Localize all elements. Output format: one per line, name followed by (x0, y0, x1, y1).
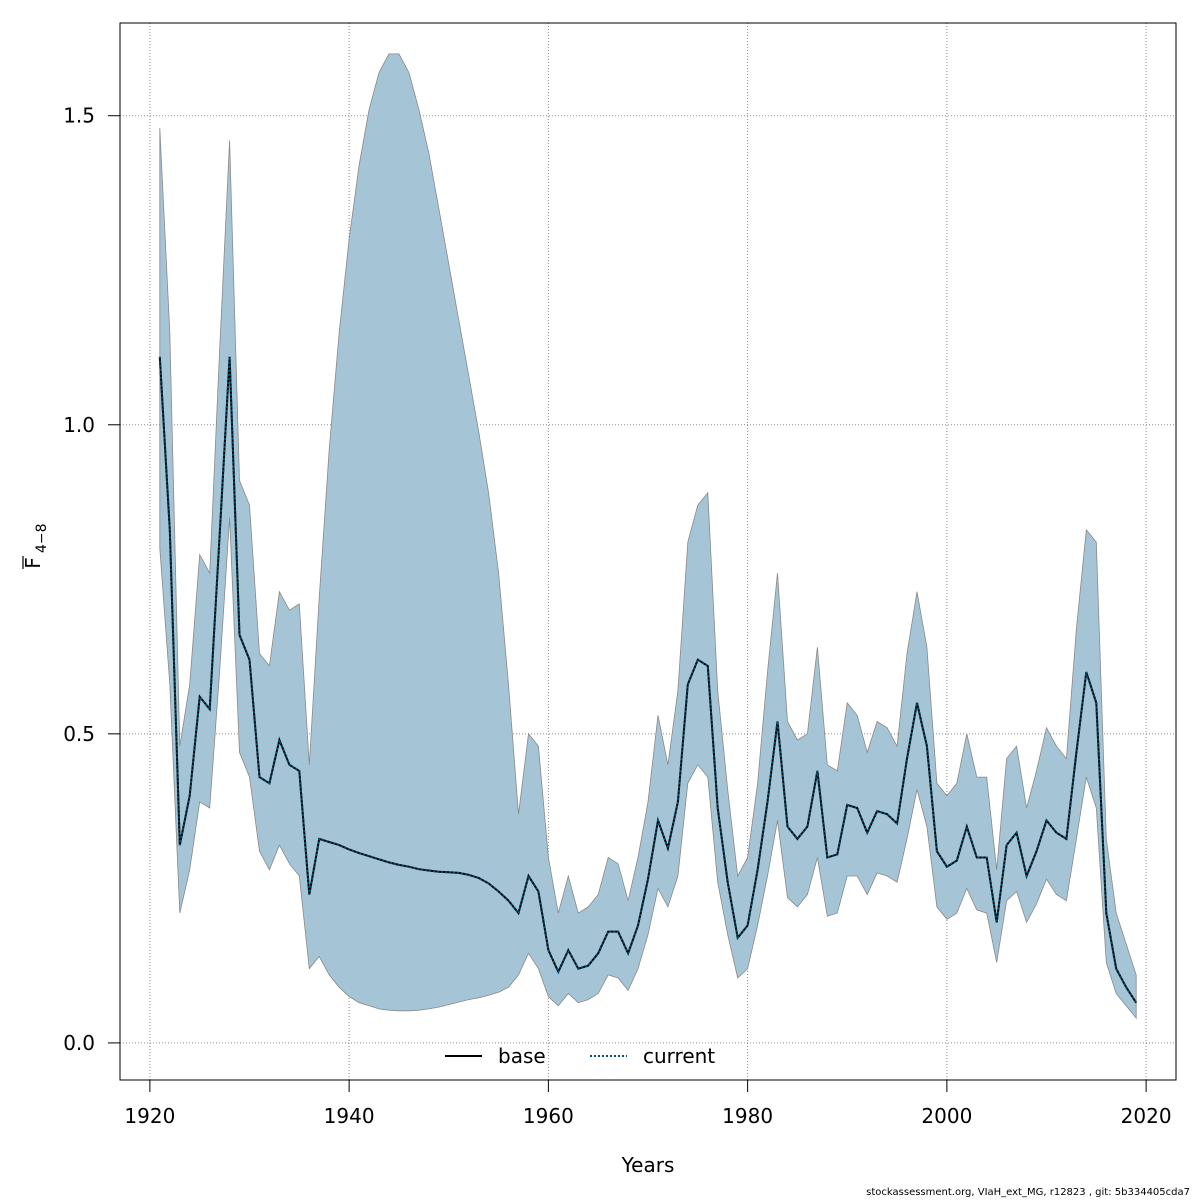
x-tick-label: 1920 (124, 1104, 175, 1128)
x-tick-label: 2020 (1121, 1104, 1172, 1128)
y-tick-label: 0.0 (63, 1031, 95, 1055)
y-tick-label: 0.5 (63, 722, 95, 746)
axes: 1920 1940 1960 1980 2000 2020 0.0 0.5 1.0 1.5 (63, 104, 1171, 1128)
legend: base current (445, 1044, 715, 1068)
x-tick-label: 1980 (722, 1104, 773, 1128)
y-tick-label: 1.5 (63, 104, 95, 128)
legend-base-label: base (498, 1044, 546, 1068)
series-lines (158, 356, 1138, 1004)
confidence-band-area (159, 53, 1137, 1020)
x-axis-label: Years (621, 1153, 675, 1177)
x-tick-label: 1940 (324, 1104, 375, 1128)
y-axis-label: F 4−8 (21, 523, 50, 569)
y-axis-label-subscript: 4−8 (34, 523, 50, 553)
y-axis-label-main: F (21, 557, 45, 569)
legend-current-label: current (643, 1044, 715, 1068)
footer-credit: stockassessment.org, VIaH_ext_MG, r12823… (866, 1187, 1190, 1198)
x-tick-label: 2000 (921, 1104, 972, 1128)
x-tick-label: 1960 (523, 1104, 574, 1128)
y-tick-label: 1.0 (63, 413, 95, 437)
confidence-band (159, 53, 1137, 1020)
series-current-line (158, 356, 1138, 1004)
